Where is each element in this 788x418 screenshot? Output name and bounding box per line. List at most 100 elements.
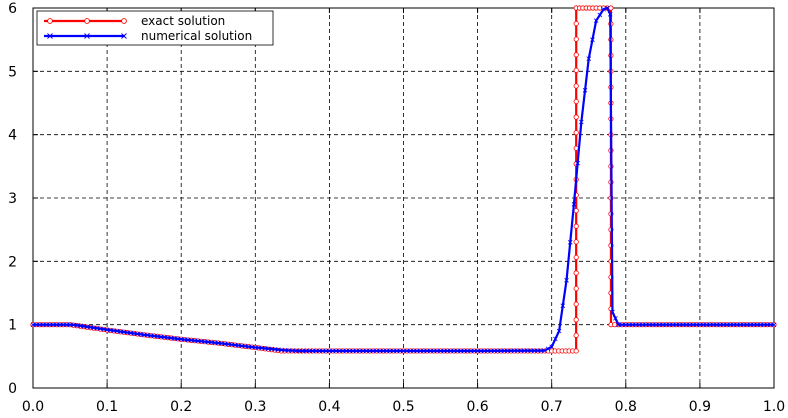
- data-point: [741, 322, 746, 327]
- y-tick-label: 3: [8, 191, 17, 207]
- data-point: [44, 322, 49, 327]
- x-tick-label: 0.1: [96, 399, 118, 415]
- data-point: [630, 322, 635, 327]
- data-point: [573, 208, 579, 214]
- data-point: [573, 130, 579, 136]
- data-point: [394, 348, 400, 354]
- data-point: [343, 348, 349, 354]
- data-point: [573, 98, 579, 105]
- data-point: [758, 322, 763, 327]
- data-point: [438, 348, 443, 354]
- data-point: [727, 322, 733, 327]
- data-point: [573, 20, 579, 27]
- data-point: [636, 322, 642, 327]
- data-point: [573, 270, 579, 276]
- data-point: [573, 239, 579, 245]
- data-point: [350, 348, 356, 354]
- data-point: [64, 322, 69, 327]
- data-point: [754, 322, 760, 327]
- data-point: [573, 285, 579, 292]
- data-point: [360, 348, 366, 354]
- data-point: [717, 322, 723, 327]
- data-point: [364, 348, 369, 354]
- axis-ticks: 0.0 0.1 0.2 0.3 0.4 0.5 0.6 0.7 0.8 0.9 1.0 0 1 2 3 4 5 6: [8, 1, 785, 415]
- data-point: [573, 332, 579, 338]
- data-point: [30, 322, 36, 327]
- data-point: [455, 348, 460, 354]
- data-point: [744, 322, 750, 327]
- data-point: [670, 322, 676, 327]
- data-point: [633, 322, 639, 327]
- data-point: [401, 348, 406, 354]
- data-point: [377, 348, 383, 354]
- data-point: [542, 348, 547, 353]
- legend-label-exact: exact solution: [141, 14, 225, 28]
- data-point: [647, 322, 652, 327]
- x-tick-label: 0.3: [244, 399, 266, 415]
- x-tick-label: 0.5: [392, 399, 414, 415]
- data-point: [549, 344, 554, 350]
- y-tick-label: 2: [8, 254, 17, 270]
- data-point: [391, 348, 396, 354]
- data-point: [407, 348, 413, 354]
- data-point: [573, 83, 579, 89]
- data-point: [508, 348, 514, 354]
- data-point: [458, 348, 464, 354]
- data-point: [317, 348, 322, 354]
- data-point: [768, 322, 773, 327]
- data-point: [374, 348, 379, 354]
- data-point: [370, 348, 376, 354]
- data-point: [397, 348, 403, 354]
- data-point: [491, 348, 497, 354]
- data-point: [697, 322, 703, 327]
- series-layer: [30, 5, 777, 354]
- data-point: [465, 348, 470, 354]
- data-point: [441, 348, 447, 354]
- data-point: [694, 322, 699, 327]
- data-point: [381, 348, 386, 354]
- data-point: [677, 322, 682, 327]
- data-point: [54, 322, 59, 327]
- data-point: [354, 348, 359, 354]
- data-point: [738, 322, 743, 327]
- data-point: [475, 348, 480, 354]
- data-point: [653, 322, 659, 327]
- data-point: [626, 322, 632, 327]
- data-point: [564, 278, 569, 283]
- data-point: [607, 12, 613, 17]
- data-point: [340, 348, 346, 354]
- data-point: [37, 322, 43, 327]
- legend-marker: [47, 33, 53, 39]
- data-point: [704, 322, 709, 327]
- data-point: [71, 322, 77, 328]
- data-point: [488, 348, 494, 354]
- data-point: [731, 322, 736, 327]
- data-point: [418, 348, 423, 354]
- legend-markers-exact: [47, 18, 127, 24]
- data-point: [619, 322, 625, 327]
- data-point: [748, 322, 753, 327]
- data-point: [573, 36, 579, 42]
- data-point: [313, 348, 319, 354]
- data-point: [582, 88, 588, 93]
- data-point: [424, 348, 430, 354]
- data-point: [650, 322, 656, 327]
- data-point: [428, 348, 433, 354]
- data-point: [327, 348, 332, 354]
- data-point: [481, 348, 487, 354]
- data-point: [721, 322, 726, 327]
- data-point: [57, 322, 63, 327]
- data-point: [333, 348, 339, 354]
- y-tick-label: 4: [8, 128, 17, 144]
- data-point: [404, 348, 410, 354]
- data-point: [522, 348, 527, 354]
- data-point: [571, 202, 577, 207]
- data-point: [573, 52, 579, 58]
- data-point: [575, 160, 580, 166]
- data-point: [47, 322, 53, 327]
- data-point: [604, 5, 610, 11]
- data-point: [320, 348, 326, 354]
- data-point: [337, 348, 342, 354]
- data-point: [608, 5, 614, 11]
